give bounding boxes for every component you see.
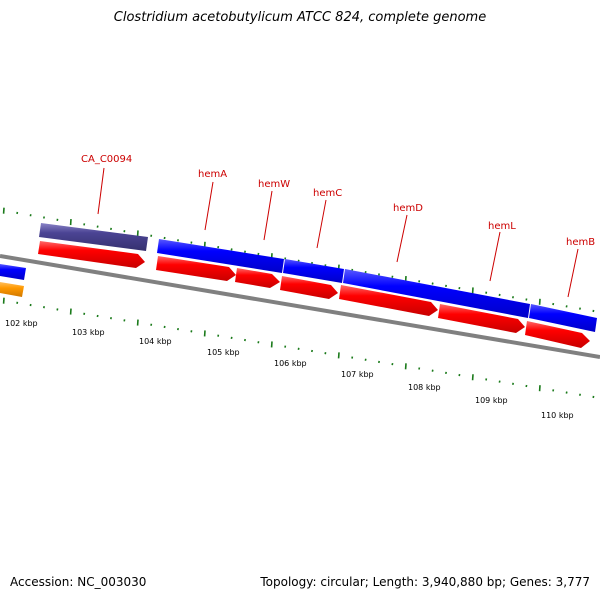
label-leaders — [97, 167, 579, 298]
gene-feature-hema[interactable] — [157, 239, 284, 273]
cds-arrow[interactable] — [280, 276, 338, 299]
cds-arrow[interactable] — [38, 241, 145, 268]
cds-track — [38, 241, 590, 348]
gene-label-ca-c0094[interactable]: CA_C0094 — [81, 154, 132, 165]
tick-label-103: 103 kbp — [72, 328, 105, 337]
accession-text: Accession: NC_003030 — [10, 575, 147, 589]
gene-label-heml[interactable]: hemL — [488, 221, 516, 232]
gene-label-hemd[interactable]: hemD — [393, 203, 423, 214]
tick-label-102: 102 kbp — [5, 319, 38, 328]
gene-label-hema[interactable]: hemA — [198, 169, 227, 180]
cds-arrow[interactable] — [438, 304, 525, 333]
genome-title: Clostridium acetobutylicum ATCC 824, com… — [113, 10, 487, 25]
tick-label-109: 109 kbp — [475, 396, 508, 405]
cds-arrow[interactable] — [525, 321, 590, 348]
gene-feature-hemc-hemd-heml[interactable] — [343, 269, 530, 318]
cds-arrow[interactable] — [339, 285, 438, 316]
genome-summary-text: Topology: circular; Length: 3,940,880 bp… — [260, 575, 590, 589]
cds-arrow[interactable] — [235, 268, 280, 288]
gene-feature[interactable] — [0, 264, 26, 280]
tick-label-107: 107 kbp — [341, 370, 374, 379]
tick-label-104: 104 kbp — [139, 337, 172, 346]
cds-arrow[interactable] — [156, 256, 236, 281]
tick-labels: 102 kbp 103 kbp 104 kbp 105 kbp 106 kbp … — [5, 319, 574, 420]
gene-feature-hemw[interactable] — [283, 259, 344, 283]
tick-label-105: 105 kbp — [207, 348, 240, 357]
tick-label-110: 110 kbp — [541, 411, 574, 420]
gene-label-hemb[interactable]: hemB — [566, 237, 595, 248]
orange-feature[interactable] — [0, 282, 24, 297]
tick-label-108: 108 kbp — [408, 383, 441, 392]
gene-feature-hemb[interactable] — [529, 304, 597, 332]
gene-label-hemc[interactable]: hemC — [313, 188, 342, 199]
gene-labels: CA_C0094 hemA hemW hemC hemD hemL hemB — [81, 154, 595, 248]
tick-label-106: 106 kbp — [274, 359, 307, 368]
genome-backbone — [0, 254, 600, 359]
gene-label-hemw[interactable]: hemW — [258, 179, 290, 190]
gene-feature-ca-c0094[interactable] — [39, 223, 148, 251]
inner-tick-ring — [2, 297, 595, 399]
gene-track — [0, 223, 597, 332]
